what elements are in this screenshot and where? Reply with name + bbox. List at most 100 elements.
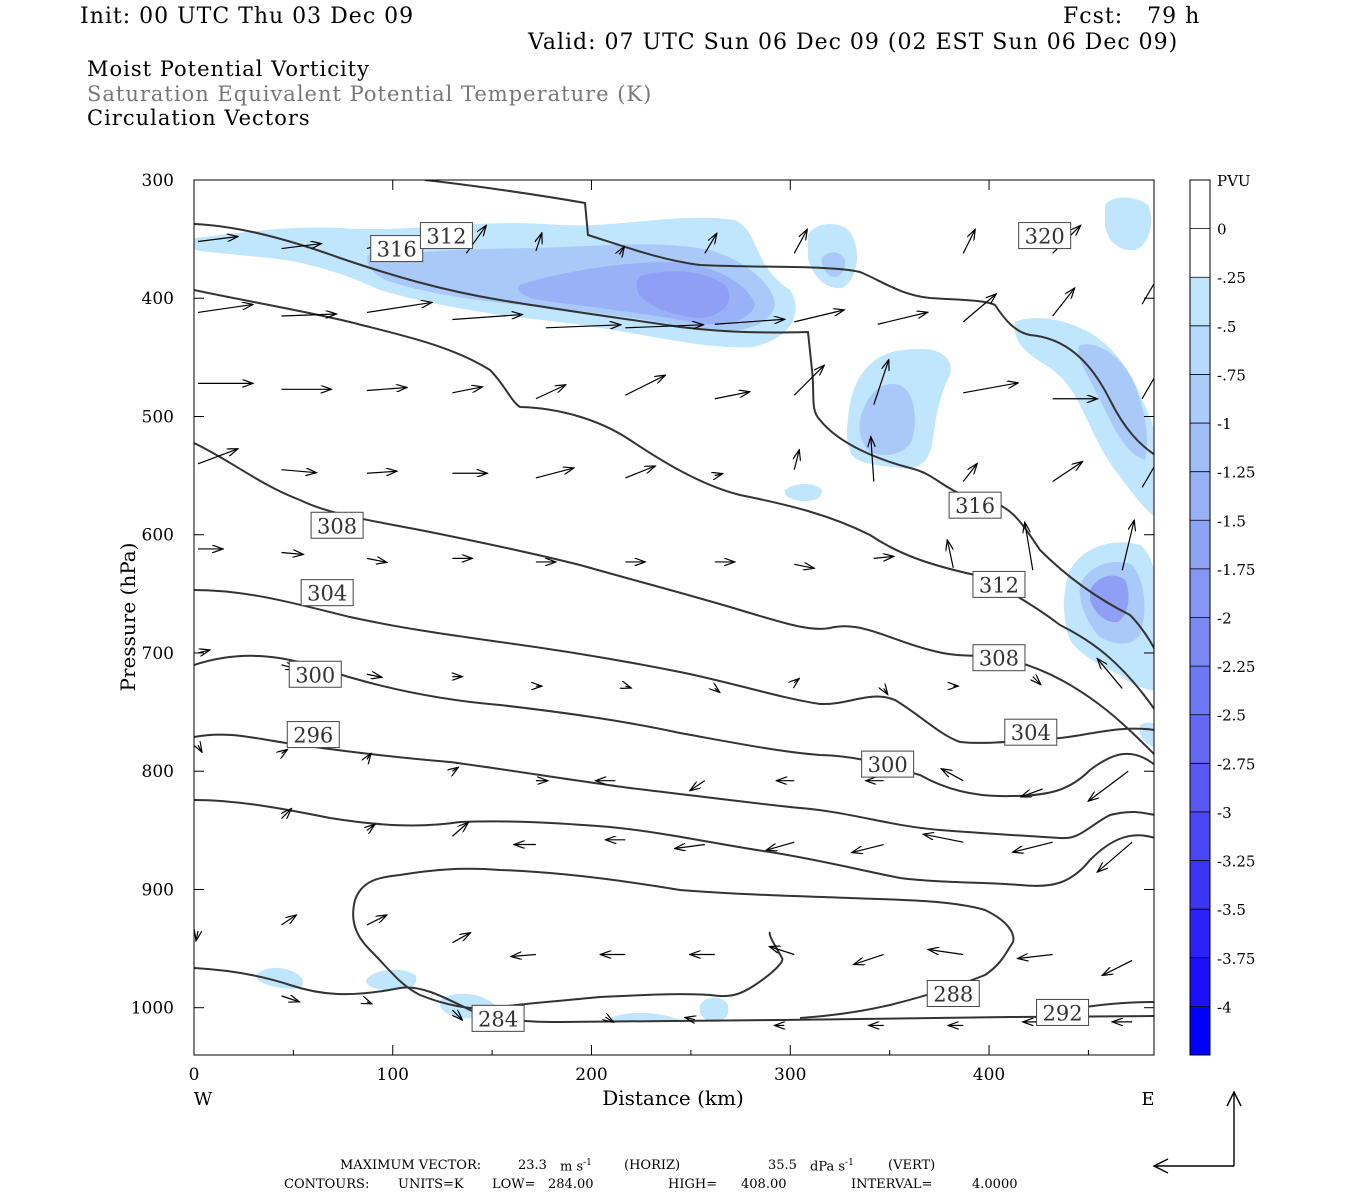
- contour-label-box: [471, 1004, 525, 1032]
- vector-arrow: [198, 745, 202, 752]
- contours-label: CONTOURS:: [284, 1177, 370, 1192]
- contour-label: 316: [377, 238, 417, 262]
- vector-arrow: [619, 246, 624, 254]
- vector-arrow: [873, 556, 894, 558]
- colorbar-level: -3.75: [1217, 950, 1255, 968]
- contour-label: 288: [933, 983, 973, 1007]
- vector-arrow: [625, 466, 655, 479]
- vector-arrow: [452, 1010, 462, 1020]
- colorbar-level: -4: [1217, 998, 1232, 1016]
- vector-arrow: [605, 1017, 613, 1022]
- vector-arrow: [366, 471, 397, 473]
- contour-label: 292: [1043, 1001, 1083, 1025]
- vector-arrow: [1021, 788, 1043, 797]
- contour-label: 300: [868, 753, 908, 777]
- vector-arrow: [941, 769, 964, 782]
- vector-arrow: [877, 312, 928, 325]
- vector-arrow: [367, 1002, 372, 1004]
- contour-line: [194, 733, 1154, 840]
- vector-arrow: [452, 767, 458, 771]
- colorbar-swatch: [1190, 180, 1210, 230]
- contour-label-box: [1036, 998, 1090, 1026]
- vector-arrow: [281, 809, 291, 819]
- vector-arrow: [928, 949, 964, 956]
- vector-arrow: [1097, 658, 1123, 689]
- contour-label-box: [948, 491, 1002, 519]
- vector-arrow: [690, 780, 706, 791]
- vector-arrow: [197, 449, 238, 465]
- vector-arrow: [675, 845, 705, 849]
- contour-label-box: [972, 644, 1026, 672]
- vector-arrow: [536, 233, 542, 252]
- maxvec-label: MAXIMUM VECTOR:: [340, 1158, 482, 1173]
- vector-arrow: [1088, 770, 1129, 801]
- vector-arrow: [281, 552, 303, 554]
- east-label: E: [1141, 1089, 1154, 1110]
- vector-arrow: [545, 325, 621, 328]
- y-tick-label: 1000: [131, 999, 174, 1019]
- maxvec-vert-unit: dPa s-1: [810, 1158, 854, 1175]
- colorbar-level: -2.75: [1217, 755, 1255, 773]
- vector-arrow: [452, 387, 482, 394]
- contour-label-box: [300, 579, 354, 607]
- forecast-hour: Fcst: 79 h: [1063, 4, 1201, 29]
- vector-arrow: [714, 392, 750, 400]
- contour-label-box: [972, 570, 1026, 598]
- pv-area: [821, 252, 846, 278]
- vector-arrow: [1097, 841, 1133, 872]
- contour-line: [424, 180, 1154, 456]
- vector-arrow: [852, 843, 884, 853]
- contour-label-box: [370, 235, 424, 263]
- contour-label: 320: [1025, 225, 1065, 249]
- contour-label: 316: [955, 494, 995, 518]
- contour-line: [194, 289, 1154, 711]
- vector-arrow: [197, 304, 253, 314]
- colorbar-level: -.25: [1217, 269, 1246, 287]
- vector-arrow: [366, 558, 387, 562]
- pv-area: [636, 271, 730, 318]
- vector-arrow: [794, 679, 799, 683]
- vector-arrow: [535, 385, 566, 400]
- vector-arrow: [947, 540, 954, 568]
- x-tick-label: 100: [377, 1065, 409, 1085]
- vector-arrow: [535, 468, 574, 479]
- vector-arrow: [1052, 462, 1083, 483]
- colorbar-level: -2: [1217, 610, 1232, 628]
- vector-arrow: [685, 1018, 695, 1020]
- vector-arrow: [873, 360, 889, 405]
- contour-label-box: [1018, 222, 1072, 250]
- y-tick-label: 300: [142, 171, 174, 191]
- vector-arrow: [1141, 282, 1154, 305]
- vector-arrow: [1025, 522, 1034, 571]
- x-tick-label: 0: [189, 1065, 200, 1085]
- y-axis-title: Pressure (hPa): [116, 543, 140, 692]
- plot-frame: [193, 179, 1155, 1056]
- x-tick-label: 300: [774, 1065, 806, 1085]
- colorbar-level: 0: [1217, 221, 1227, 239]
- colorbar-swatch: [1190, 568, 1210, 618]
- colorbar-swatch: [1190, 1006, 1210, 1056]
- contour-label-box: [861, 750, 915, 778]
- contour-line: [194, 223, 1154, 651]
- west-label: W: [194, 1089, 213, 1110]
- colorbar-swatch: [1190, 471, 1210, 521]
- colorbar-swatch: [1190, 763, 1210, 813]
- contour-label-box: [926, 980, 980, 1008]
- contour-label: 312: [426, 225, 466, 249]
- contours-units: UNITS=K: [398, 1177, 464, 1192]
- colorbar-swatch: [1190, 520, 1210, 570]
- vector-arrow: [452, 315, 522, 321]
- vector-arrow: [962, 294, 996, 323]
- colorbar-swatch: [1190, 860, 1210, 910]
- pv-area: [784, 484, 822, 502]
- vector-arrow: [1121, 520, 1134, 571]
- y-tick-label: 400: [142, 289, 174, 309]
- vector-arrow: [196, 931, 198, 941]
- vector-arrow: [769, 946, 795, 956]
- y-tick-label: 900: [142, 880, 174, 900]
- vector-arrow: [923, 834, 964, 843]
- x-axis-title: Distance (km): [602, 1086, 744, 1110]
- vector-arrow: [511, 954, 536, 956]
- contour-line: [194, 967, 1154, 1024]
- vector-arrow: [367, 824, 375, 830]
